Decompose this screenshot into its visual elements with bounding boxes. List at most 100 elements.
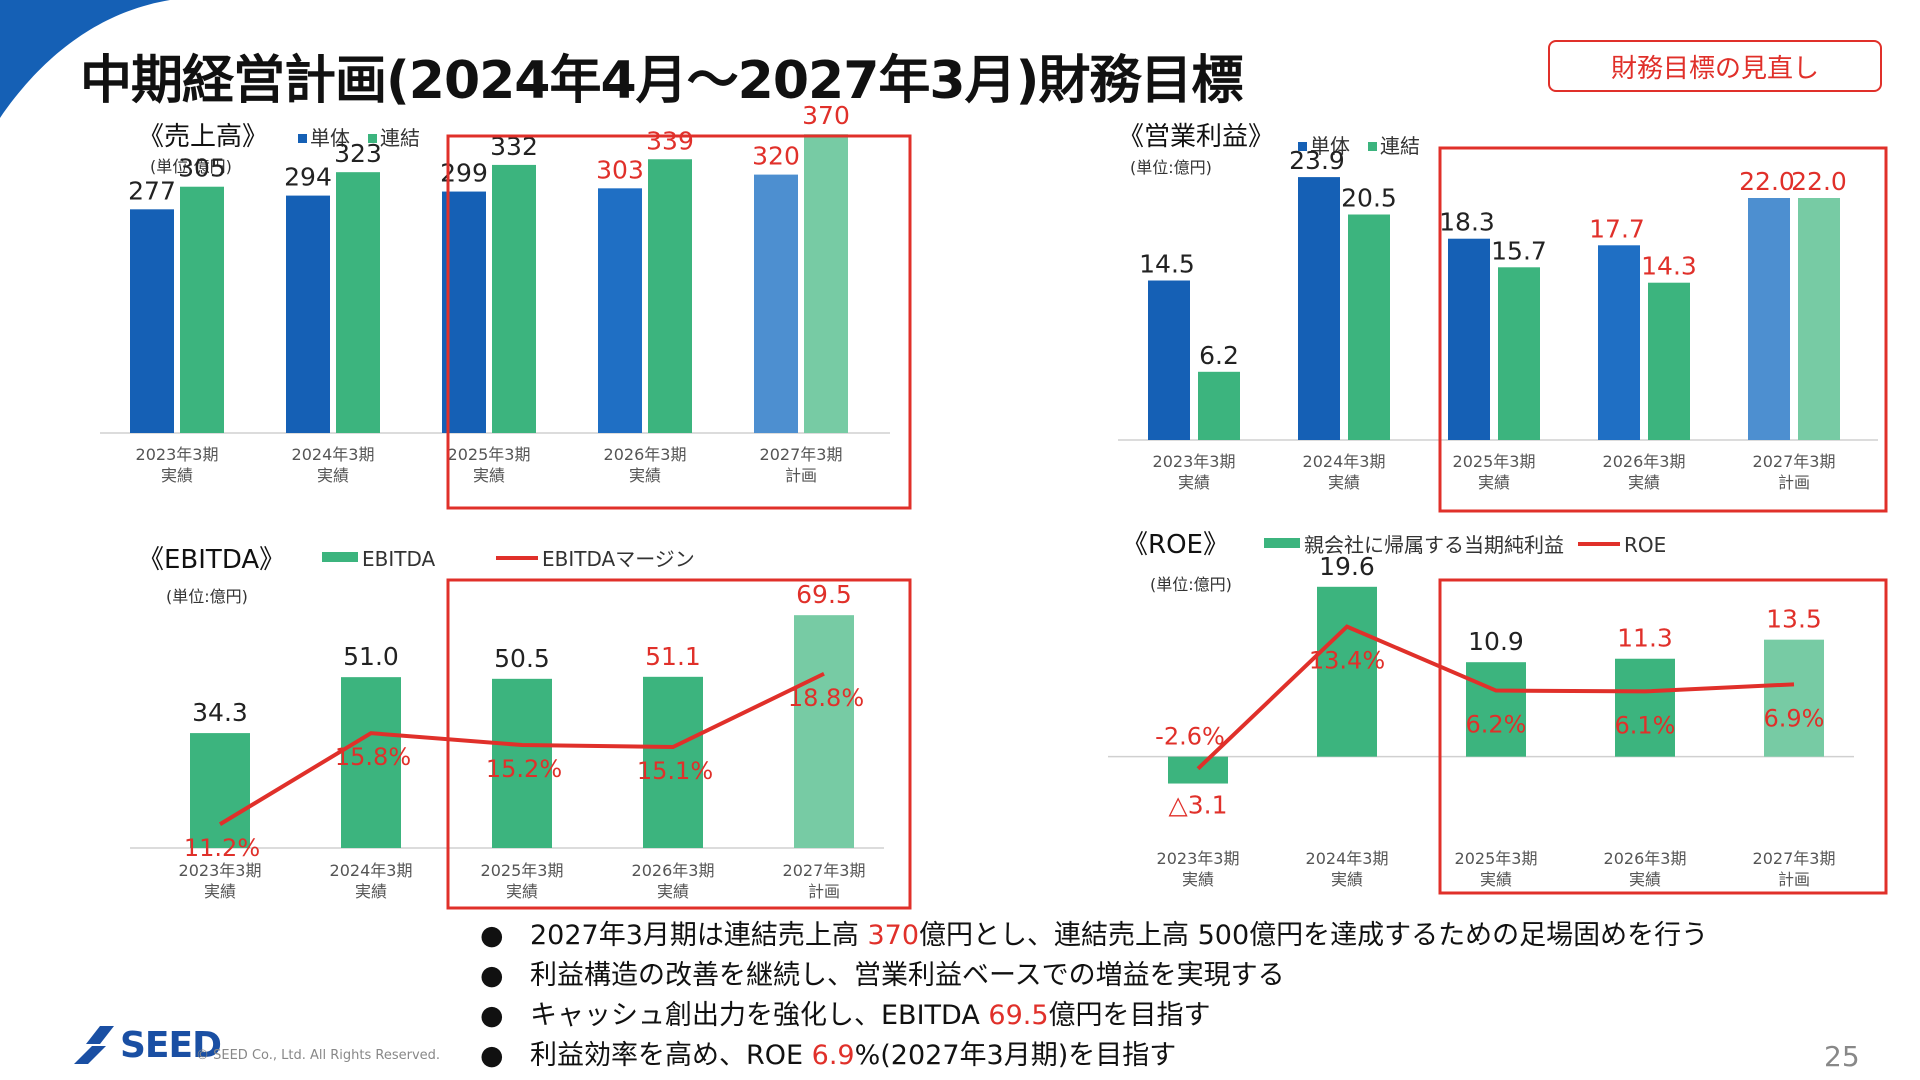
bullet-item: ● 利益構造の改善を継続し、営業利益ベースでの増益を実現する xyxy=(480,956,1708,996)
bar xyxy=(492,678,552,848)
x-tick-label: 2026年3期 xyxy=(1603,452,1686,471)
bar xyxy=(1168,756,1228,784)
line-data-label: 18.8% xyxy=(788,684,864,712)
data-label: 320 xyxy=(752,142,800,171)
review-targets-button[interactable]: 財務目標の見直し xyxy=(1548,40,1882,92)
data-label: 22.0 xyxy=(1791,167,1847,196)
bar xyxy=(1317,586,1377,757)
line-series xyxy=(218,671,825,826)
data-label: 15.7 xyxy=(1491,236,1547,265)
x-tick-label: 2024年3期 xyxy=(330,861,413,880)
data-label: 303 xyxy=(596,155,644,184)
chart-title: 《売上高》 xyxy=(138,122,268,152)
x-tick-label: 2025年3期 xyxy=(448,445,531,464)
data-label: 294 xyxy=(284,163,332,192)
data-label: 23.9 xyxy=(1289,146,1345,175)
copyright: © SEED Co., Ltd. All Rights Reserved. xyxy=(196,1048,441,1063)
x-tick-label: 2023年3期 xyxy=(1157,849,1240,868)
page-title: 中期経営計画(2024年4月〜2027年3月)財務目標 xyxy=(80,51,1243,111)
data-label: 14.3 xyxy=(1641,252,1697,281)
chart-unit: (単位:億円) xyxy=(150,157,232,176)
x-tick-label: 2025年3期 xyxy=(1455,849,1538,868)
highlight-box xyxy=(1438,146,1888,513)
x-tick-label: 2024年3期 xyxy=(292,445,375,464)
legend-swatch xyxy=(1298,142,1307,151)
bar xyxy=(1498,267,1540,440)
line-data-label: 6.9% xyxy=(1764,704,1825,732)
data-label: 51.1 xyxy=(645,642,701,671)
legend-label: 単体 xyxy=(310,126,350,150)
bar xyxy=(130,209,174,433)
company-logo: SEED xyxy=(70,1024,222,1066)
data-label: 50.5 xyxy=(494,644,550,673)
x-tick-label: 2025年3期 xyxy=(481,861,564,880)
corner-decoration xyxy=(0,0,170,118)
bar xyxy=(180,186,224,433)
bullet-dot: ● xyxy=(480,920,504,951)
x-tick-sublabel: 実績 xyxy=(1328,473,1360,492)
x-tick-sublabel: 計画 xyxy=(1778,870,1810,889)
bar xyxy=(1748,198,1790,440)
x-tick-label: 2026年3期 xyxy=(1604,849,1687,868)
bar xyxy=(1448,238,1490,440)
data-label: 14.5 xyxy=(1139,250,1195,279)
x-tick-sublabel: 計画 xyxy=(808,882,840,901)
x-tick-sublabel: 実績 xyxy=(355,882,387,901)
x-tick-sublabel: 実績 xyxy=(506,882,538,901)
data-label: 277 xyxy=(128,176,176,205)
bullet-item: ● 2027年3月期は連結売上高 370億円とし、連結売上高 500億円を達成する… xyxy=(480,916,1708,956)
highlight-box xyxy=(446,134,912,510)
data-label: 10.9 xyxy=(1468,627,1524,656)
data-label: 11.3 xyxy=(1617,624,1673,653)
data-label: 370 xyxy=(802,101,850,130)
line-data-label: -2.6% xyxy=(1155,723,1225,751)
chart-title: 《営業利益》 xyxy=(1118,122,1274,152)
x-tick-label: 2023年3期 xyxy=(179,861,262,880)
line-data-label: 6.2% xyxy=(1466,711,1527,739)
legend-swatch xyxy=(322,552,358,562)
legend-label: ROE xyxy=(1624,533,1666,557)
x-tick-sublabel: 実績 xyxy=(473,466,505,485)
bar xyxy=(1298,177,1340,440)
bar xyxy=(794,615,854,848)
x-tick-label: 2027年3期 xyxy=(783,861,866,880)
bar xyxy=(1348,214,1390,440)
legend-label: EBITDAマージン xyxy=(542,547,695,571)
x-tick-sublabel: 実績 xyxy=(629,466,661,485)
bar xyxy=(1148,280,1190,440)
bar xyxy=(1764,639,1824,757)
x-tick-sublabel: 実績 xyxy=(1478,473,1510,492)
x-tick-label: 2027年3期 xyxy=(1753,452,1836,471)
line-data-label: 15.8% xyxy=(335,743,411,771)
bar xyxy=(286,195,330,433)
bar xyxy=(1798,198,1840,440)
bar xyxy=(1598,245,1640,440)
bullet-item: ● 利益効率を高め、ROE 6.9%(2027年3月期)を目指す xyxy=(480,1036,1708,1076)
x-tick-label: 2027年3期 xyxy=(1753,849,1836,868)
line-data-label: 13.4% xyxy=(1309,647,1385,675)
logo-text: SEED xyxy=(120,1024,222,1066)
bar xyxy=(492,164,536,433)
legend-label: EBITDA xyxy=(362,547,436,571)
bar xyxy=(1648,282,1690,440)
data-label: 69.5 xyxy=(796,580,852,609)
data-label: 305 xyxy=(178,154,226,183)
seed-logo-icon xyxy=(74,1026,114,1064)
line-data-label: 15.1% xyxy=(637,757,713,785)
legend-label: 親会社に帰属する当期純利益 xyxy=(1304,533,1564,557)
x-tick-sublabel: 実績 xyxy=(1480,870,1512,889)
data-label: 18.3 xyxy=(1439,208,1495,237)
highlight-box xyxy=(1438,578,1888,895)
x-tick-label: 2026年3期 xyxy=(604,445,687,464)
data-label: 34.3 xyxy=(192,698,248,727)
x-tick-sublabel: 実績 xyxy=(1629,870,1661,889)
x-tick-sublabel: 実績 xyxy=(204,882,236,901)
bar xyxy=(1466,662,1526,757)
data-label: 20.5 xyxy=(1341,184,1397,213)
legend-label: 連結 xyxy=(1380,134,1420,158)
data-label: 6.2 xyxy=(1199,341,1239,370)
bar xyxy=(648,159,692,433)
x-tick-sublabel: 計画 xyxy=(785,466,817,485)
data-label: △3.1 xyxy=(1169,791,1228,820)
bar xyxy=(336,172,380,434)
